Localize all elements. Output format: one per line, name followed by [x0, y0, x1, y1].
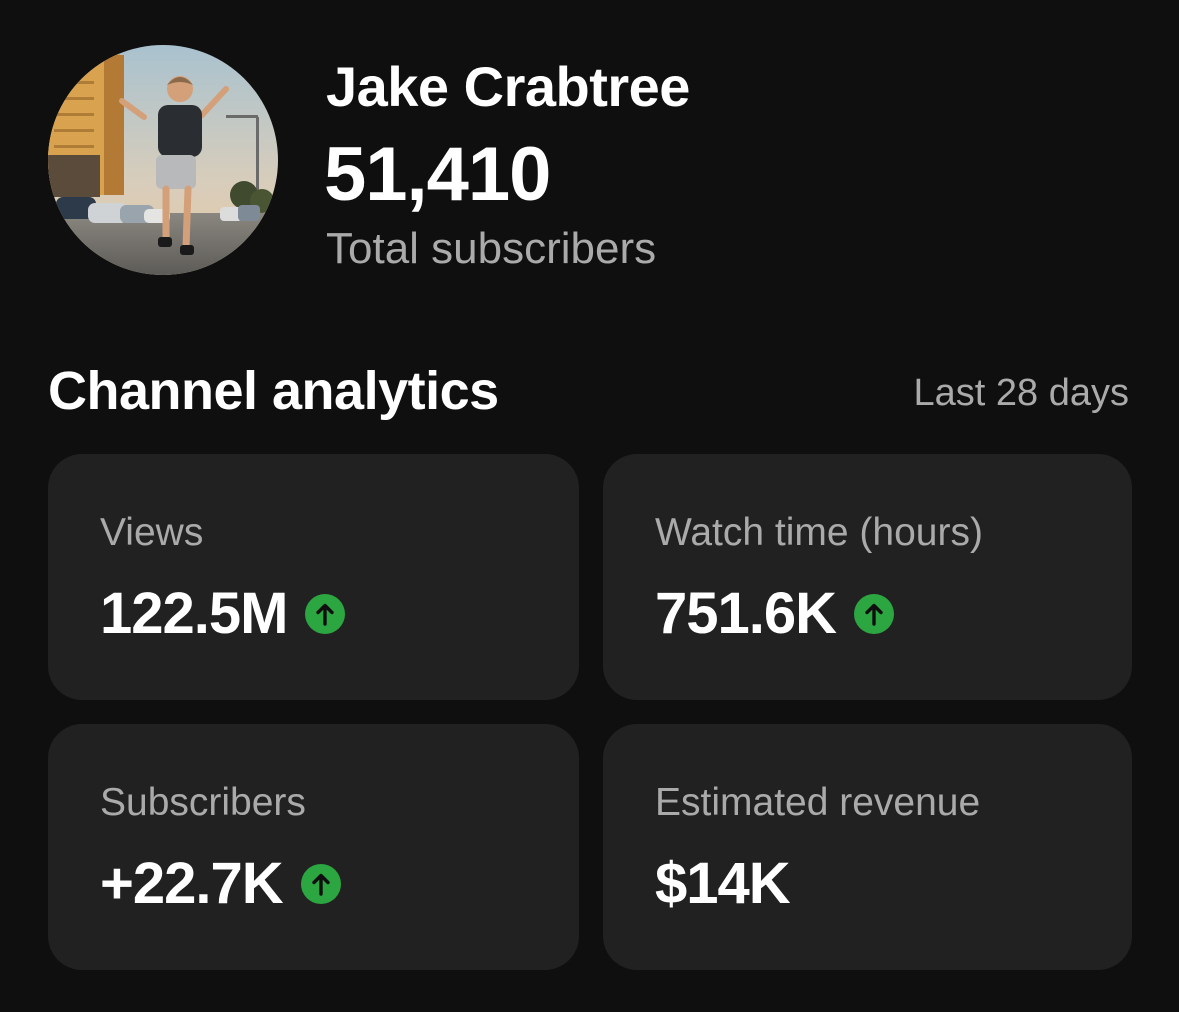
views-label: Views [100, 511, 204, 554]
avatar-photo [48, 45, 278, 275]
trend-up-icon [854, 594, 895, 634]
watch-time-label: Watch time (hours) [655, 511, 983, 554]
subscribers-value-row: +22.7K [100, 852, 341, 916]
subscriber-count: 51,410 [324, 132, 551, 217]
subscribers-value: +22.7K [100, 851, 284, 916]
channel-name: Jake Crabtree [326, 55, 690, 118]
section-title: Channel analytics [48, 361, 499, 421]
subscriber-label: Total subscribers [326, 224, 657, 273]
views-card[interactable]: Views 122.5M [48, 454, 579, 700]
subscribers-card[interactable]: Subscribers +22.7K [48, 724, 579, 970]
channel-avatar[interactable] [48, 45, 278, 275]
revenue-value-row: $14K [655, 851, 791, 916]
trend-up-icon [300, 864, 341, 904]
watch-time-value: 751.6K [655, 581, 837, 646]
trend-up-icon [305, 594, 346, 634]
watch-time-card[interactable]: Watch time (hours) 751.6K [603, 454, 1132, 700]
revenue-value: $14K [655, 851, 791, 916]
channel-header: Jake Crabtree 51,410 Total subscribers [48, 45, 1131, 277]
watch-time-value-row: 751.6K [655, 581, 895, 646]
revenue-card[interactable]: Estimated revenue $14K [603, 724, 1132, 970]
subscribers-label: Subscribers [100, 781, 306, 824]
views-value: 122.5M [100, 581, 288, 646]
revenue-label: Estimated revenue [655, 781, 981, 824]
views-value-row: 122.5M [100, 581, 346, 646]
period-label[interactable]: Last 28 days [913, 372, 1129, 414]
analytics-header: Channel analytics Last 28 days [48, 358, 1129, 424]
